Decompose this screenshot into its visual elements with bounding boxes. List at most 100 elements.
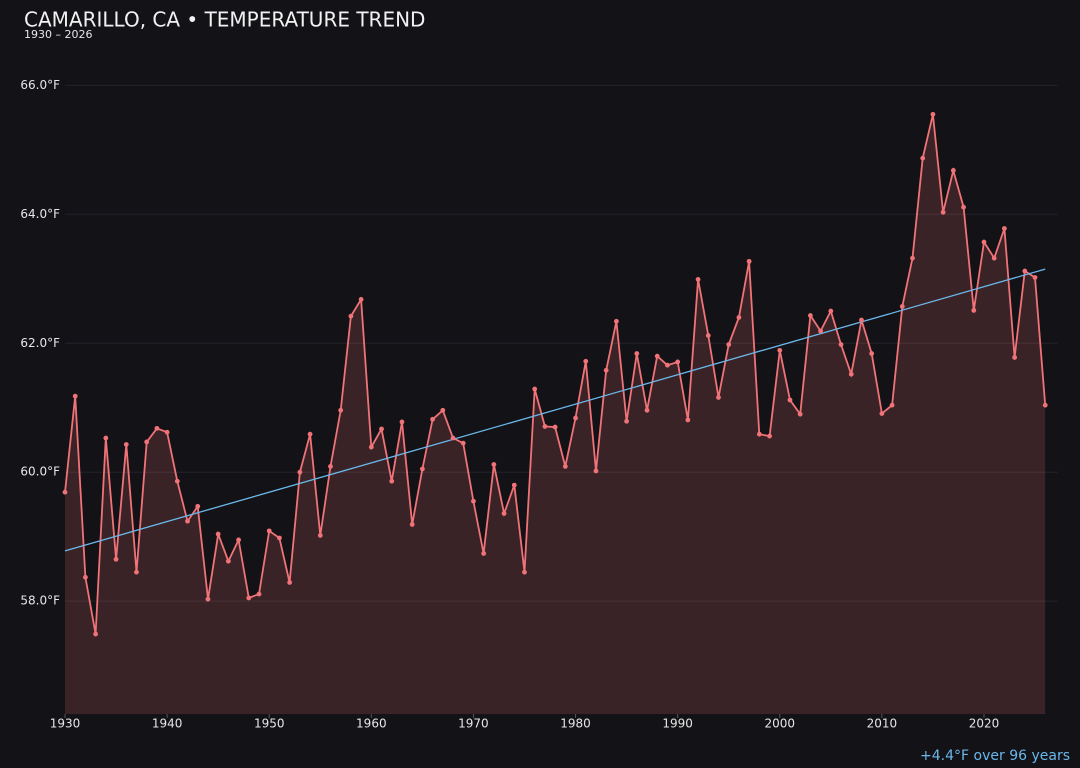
data-point: [72, 393, 78, 399]
data-point: [859, 317, 864, 323]
x-tick-label: 1970: [458, 717, 489, 731]
data-point: [328, 464, 333, 469]
data-point: [634, 351, 640, 356]
data-point: [338, 407, 344, 413]
data-point: [736, 315, 742, 320]
y-tick-label: 62.0°F: [20, 336, 60, 350]
data-point: [716, 395, 721, 400]
x-tick-label: 1930: [50, 717, 81, 731]
data-point: [368, 444, 374, 450]
data-point: [787, 397, 793, 403]
data-point: [532, 386, 538, 392]
data-point: [1032, 275, 1038, 280]
trend-annotation: +4.4°F over 96 years: [920, 748, 1070, 764]
data-point: [583, 358, 589, 364]
data-point: [236, 537, 241, 543]
x-tick-label: 1960: [356, 717, 387, 731]
data-point: [1042, 402, 1048, 408]
data-point: [430, 416, 435, 422]
data-point: [899, 304, 905, 309]
x-tick-label: 2020: [969, 717, 1000, 731]
data-point: [552, 424, 558, 430]
data-point: [869, 351, 875, 356]
data-point: [879, 411, 885, 416]
chart-title: CAMARILLO, CA • TEMPERATURE TREND: [24, 8, 425, 32]
data-point: [971, 307, 977, 313]
data-point: [389, 478, 395, 484]
data-point: [501, 511, 507, 516]
data-point: [573, 415, 578, 421]
data-point: [613, 318, 619, 324]
data-point: [277, 535, 282, 541]
area-fill: [65, 114, 1046, 714]
data-point: [542, 424, 548, 429]
data-point: [644, 407, 650, 413]
data-point: [961, 204, 966, 210]
data-point: [307, 431, 313, 437]
data-point: [818, 328, 824, 334]
data-point: [685, 417, 691, 423]
data-point: [164, 429, 170, 435]
data-point: [756, 431, 762, 437]
data-point: [593, 468, 599, 474]
data-point: [522, 569, 527, 575]
x-tick-label: 2010: [867, 717, 898, 731]
data-point: [940, 209, 946, 215]
data-point: [511, 482, 517, 488]
data-point: [471, 498, 476, 504]
y-tick-label: 60.0°F: [20, 465, 60, 479]
x-tick-label: 1980: [560, 717, 591, 731]
data-point: [828, 308, 834, 314]
data-point: [950, 168, 956, 173]
data-point: [83, 574, 88, 580]
data-point: [654, 353, 660, 359]
data-point: [981, 239, 987, 245]
trend-line: [64, 268, 1046, 552]
data-point: [675, 359, 681, 365]
data-point: [379, 426, 384, 432]
data-point: [624, 418, 629, 424]
data-point: [266, 528, 272, 534]
data-point: [889, 402, 895, 408]
data-point: [358, 297, 364, 302]
x-tick-label: 2000: [764, 717, 795, 731]
data-point: [205, 596, 211, 602]
data-point: [246, 595, 252, 601]
data-point: [185, 518, 190, 524]
data-point: [215, 531, 221, 537]
data-point: [134, 569, 139, 575]
y-tick-label: 66.0°F: [20, 78, 60, 92]
data-point: [317, 532, 323, 538]
data-point: [225, 558, 231, 564]
data-point: [481, 551, 487, 556]
data-point: [450, 435, 456, 441]
data-point: [1022, 268, 1028, 274]
data-point: [93, 631, 99, 637]
data-point: [930, 111, 936, 117]
x-tick-label: 1940: [152, 717, 183, 731]
x-tick-label: 1990: [662, 717, 693, 731]
data-point: [695, 277, 701, 282]
data-point: [1002, 226, 1007, 231]
data-point: [705, 333, 711, 338]
data-point: [348, 313, 354, 319]
data-point: [62, 489, 68, 495]
data-point: [777, 347, 783, 353]
data-point: [726, 342, 732, 347]
data-point: [174, 478, 180, 484]
data-point: [562, 464, 568, 469]
x-tick-label: 1950: [254, 717, 285, 731]
data-point: [920, 155, 926, 161]
data-point: [460, 440, 466, 446]
data-point: [603, 367, 609, 373]
data-point: [767, 433, 772, 439]
data-point: [419, 466, 425, 472]
data-point: [665, 362, 670, 368]
data-point: [123, 442, 129, 447]
data-point: [807, 313, 813, 318]
data-point: [1012, 355, 1018, 360]
data-point: [256, 591, 262, 597]
data-point: [409, 522, 415, 527]
data-point: [797, 411, 803, 417]
data-point: [491, 462, 497, 467]
